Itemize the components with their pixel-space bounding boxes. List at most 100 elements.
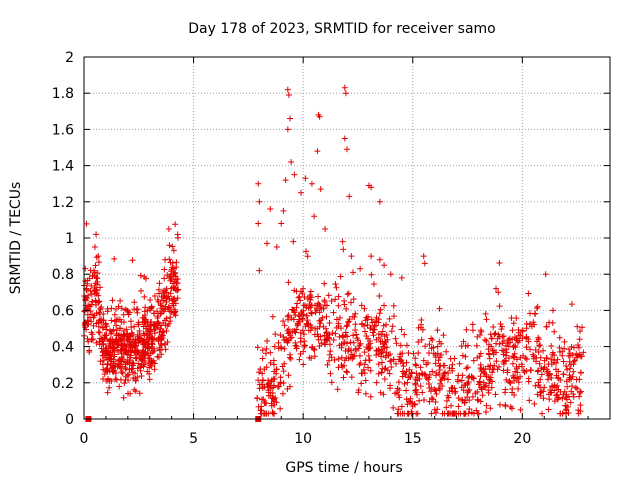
- data-points: [81, 84, 587, 422]
- data-point: [370, 281, 377, 288]
- data-point: [368, 184, 375, 191]
- data-point: [93, 274, 100, 281]
- data-point: [421, 260, 428, 267]
- data-point: [314, 148, 321, 155]
- data-point: [430, 396, 437, 403]
- y-tick-label: 0.6: [52, 303, 74, 319]
- data-point: [510, 343, 517, 350]
- data-point: [277, 379, 284, 386]
- data-point: [151, 345, 158, 352]
- data-point: [444, 392, 451, 399]
- data-point: [163, 327, 170, 334]
- data-point: [355, 345, 362, 352]
- data-point: [333, 324, 340, 331]
- data-point: [296, 318, 303, 325]
- data-point: [566, 358, 573, 365]
- y-tick-label: 2: [65, 50, 74, 66]
- data-point: [157, 311, 164, 318]
- data-point: [344, 291, 351, 298]
- data-point: [469, 393, 476, 400]
- data-point: [104, 308, 111, 315]
- data-point: [488, 384, 495, 391]
- data-point: [405, 374, 412, 381]
- data-point: [339, 238, 346, 245]
- data-point: [85, 338, 92, 345]
- data-point: [307, 322, 314, 329]
- data-point: [114, 316, 121, 323]
- data-point: [348, 299, 355, 306]
- data-point: [307, 327, 314, 334]
- data-point: [303, 304, 310, 311]
- data-point: [271, 368, 278, 375]
- data-point: [255, 377, 262, 384]
- data-point: [129, 365, 136, 372]
- data-point: [169, 264, 176, 271]
- data-point: [489, 347, 496, 354]
- data-point: [151, 366, 158, 373]
- data-point: [350, 269, 357, 276]
- data-point: [507, 339, 514, 346]
- data-point: [118, 305, 125, 312]
- data-point: [365, 364, 372, 371]
- data-point: [285, 312, 292, 319]
- data-point: [397, 410, 404, 417]
- data-point: [292, 329, 299, 336]
- data-point: [409, 403, 416, 410]
- data-point: [285, 92, 292, 99]
- x-tick-label: 20: [513, 431, 531, 447]
- data-point: [110, 368, 117, 375]
- data-point: [146, 355, 153, 362]
- data-point: [124, 356, 131, 363]
- data-point: [321, 280, 328, 287]
- data-point: [525, 290, 532, 297]
- data-point: [530, 319, 537, 326]
- data-point: [364, 322, 371, 329]
- data-point: [134, 365, 141, 372]
- data-point: [554, 382, 561, 389]
- data-point: [532, 310, 539, 317]
- data-point: [426, 385, 433, 392]
- data-point: [136, 355, 143, 362]
- data-point: [440, 373, 447, 380]
- data-point: [398, 326, 405, 333]
- data-point: [347, 339, 354, 346]
- data-point: [104, 351, 111, 358]
- data-point: [146, 376, 153, 383]
- data-point: [281, 345, 288, 352]
- data-point: [376, 198, 383, 205]
- data-point: [398, 403, 405, 410]
- data-point: [255, 180, 262, 187]
- data-point: [518, 361, 525, 368]
- data-point: [511, 350, 518, 357]
- data-point: [296, 356, 303, 363]
- data-point: [533, 338, 540, 345]
- data-point: [157, 325, 164, 332]
- data-point: [284, 86, 291, 93]
- data-point: [330, 309, 337, 316]
- data-point: [353, 346, 360, 353]
- data-point: [151, 292, 158, 299]
- data-point: [259, 355, 266, 362]
- data-point: [82, 265, 89, 272]
- data-point: [477, 327, 484, 334]
- data-point: [330, 337, 337, 344]
- data-point: [170, 247, 177, 254]
- data-point: [342, 90, 349, 97]
- data-point: [577, 389, 584, 396]
- data-point: [489, 365, 496, 372]
- data-point: [280, 207, 287, 214]
- data-point: [169, 300, 176, 307]
- data-point: [493, 285, 500, 292]
- data-point: [377, 306, 384, 313]
- data-point: [431, 386, 438, 393]
- data-point: [556, 334, 563, 341]
- data-point: [426, 398, 433, 405]
- data-point: [428, 335, 435, 342]
- data-point: [154, 318, 161, 325]
- data-point: [304, 253, 311, 260]
- data-point: [481, 336, 488, 343]
- y-axis-label: SRMTID / TECUs: [8, 182, 24, 295]
- data-point: [535, 367, 542, 374]
- data-point: [316, 113, 323, 120]
- data-point: [110, 326, 117, 333]
